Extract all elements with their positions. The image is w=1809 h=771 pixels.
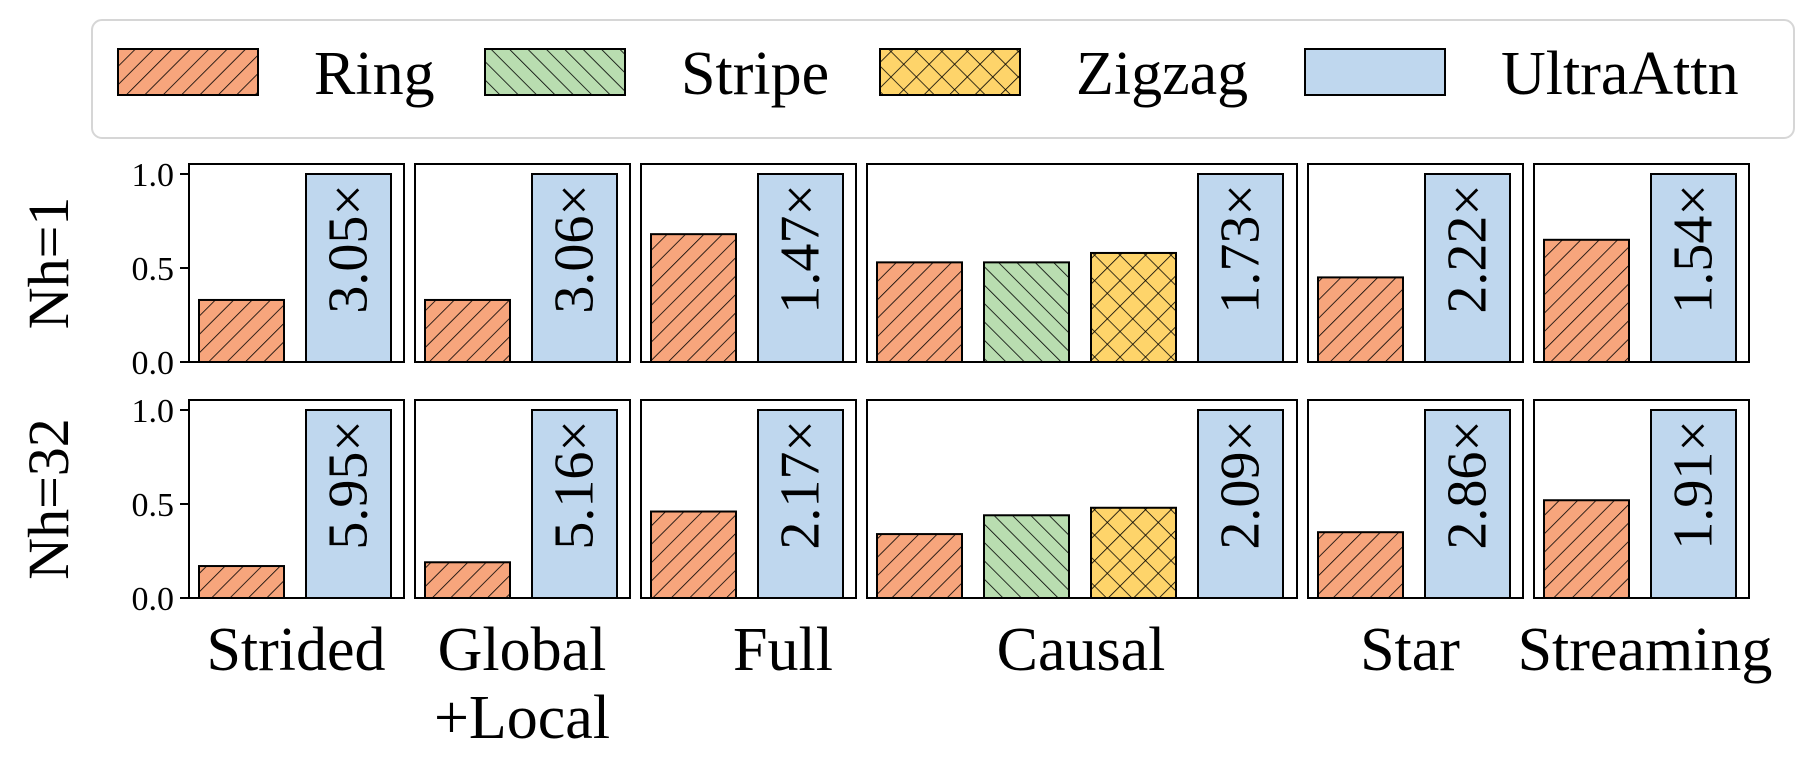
bar-ultraattn [757,409,844,599]
bar-ultraattn [757,173,844,363]
y-tick-label: 1.0 [132,157,175,194]
bar-ultraattn [305,173,392,363]
bar-data-label: 2.86× [1437,420,1499,550]
bar-ultraattn [1650,409,1737,599]
legend-swatch-zigzag [879,48,1021,96]
bar-data-label: 1.54× [1663,184,1725,314]
panel-strided: 5.95× [188,399,405,599]
x-tick-label: Star [1360,616,1460,684]
bar-ultraattn [1197,173,1284,363]
x-tick-label: +Local [434,684,610,752]
x-tick-label: Global [438,616,607,684]
panel-causal: 2.09× [866,399,1298,600]
panel-strided: 3.05× [188,163,405,363]
bar-data-label: 3.05× [318,184,380,314]
legend-swatch-stripe [484,48,626,96]
bar-ring [1317,276,1404,363]
bar-ultraattn [1650,173,1737,363]
legend-swatch-ultraattn [1304,48,1446,96]
panel-full: 1.47× [640,163,857,363]
y-tick-label: 0.0 [132,581,175,618]
panel-star: 2.86× [1307,399,1524,600]
bar-ring [650,233,737,363]
row-nh-32: Nh=32 0.0 0.5 1.0 5.95× 5.16× 2.17× 2.09× 2.86× 1… [16,393,1750,618]
y-tick-label: 1.0 [132,393,175,430]
bar-zigzag [1090,251,1177,364]
bar-data-label: 1.73× [1210,184,1272,314]
panel-global-local: 3.06× [414,163,631,363]
bar-data-label: 2.09× [1210,420,1272,550]
bar-ring [650,510,737,599]
bar-data-label: 5.95× [318,420,380,550]
panel-star: 2.22× [1307,163,1524,363]
plot-area: Nh=1 0.0 0.5 1.0 3.05× 3.06× 1.47× 1.73× 2.22× 1.… [16,157,1750,618]
x-label-strided: Strided [206,616,385,684]
bar-ultraattn [531,409,618,599]
row-nh-1: Nh=1 0.0 0.5 1.0 3.05× 3.06× 1.47× 1.73× 2.22× 1.… [16,157,1750,382]
bar-ultraattn [1197,409,1284,599]
legend: Ring Stripe Zigzag UltraAttn [91,19,1795,139]
row-label: Nh=1 [16,197,81,330]
x-label-global-local: Global+Local [434,616,610,752]
x-label-streaming: Streaming [1518,616,1773,684]
y-tick-label: 0.0 [132,345,175,382]
bar-ultraattn [305,409,392,599]
y-tick-label: 0.5 [132,487,175,524]
bar-ultraattn [1424,173,1511,363]
bar-ring [198,298,285,363]
bar-data-label: 2.17× [770,420,832,550]
bar-ring [876,261,963,363]
bar-data-label: 2.22× [1437,184,1499,314]
bar-stripe [983,261,1070,363]
x-label-star: Star [1360,616,1460,684]
row-label: Nh=32 [16,418,81,580]
x-tick-label: Causal [997,616,1166,684]
bar-ultraattn [531,173,618,363]
bar-ring [1543,238,1630,363]
bar-ring [876,533,963,600]
y-tick-label: 0.5 [132,251,175,288]
bar-data-label: 1.91× [1663,420,1725,550]
x-label-causal: Causal [997,616,1166,684]
x-axis-labels: Strided Global+Local Full Causal Star Streami… [206,616,1772,752]
x-tick-label: Strided [206,616,385,684]
bar-data-label: 1.47× [770,184,832,314]
panel-streaming: 1.91× [1533,399,1750,599]
legend-label-ring: Ring [314,40,435,108]
panel-streaming: 1.54× [1533,163,1750,363]
bar-ultraattn [1424,409,1511,599]
x-tick-label: Full [733,616,833,684]
bar-data-label: 5.16× [544,420,606,550]
legend-label-ultraattn: UltraAttn [1501,40,1739,108]
bar-stripe [983,514,1070,600]
legend-label-zigzag: Zigzag [1076,40,1248,108]
panel-causal: 1.73× [866,163,1298,364]
panel-full: 2.17× [640,399,857,599]
x-label-full: Full [733,616,833,684]
bar-ring [424,561,511,600]
bar-ring [424,298,511,363]
bar-ring [1543,499,1630,599]
legend-swatch-ring [117,48,259,96]
bar-data-label: 3.06× [544,184,606,314]
x-tick-label: Streaming [1518,616,1773,684]
bar-ring [198,565,285,599]
legend-label-stripe: Stripe [681,40,829,108]
bar-ring [1317,531,1404,600]
panel-global-local: 5.16× [414,399,631,600]
bar-zigzag [1090,506,1177,600]
